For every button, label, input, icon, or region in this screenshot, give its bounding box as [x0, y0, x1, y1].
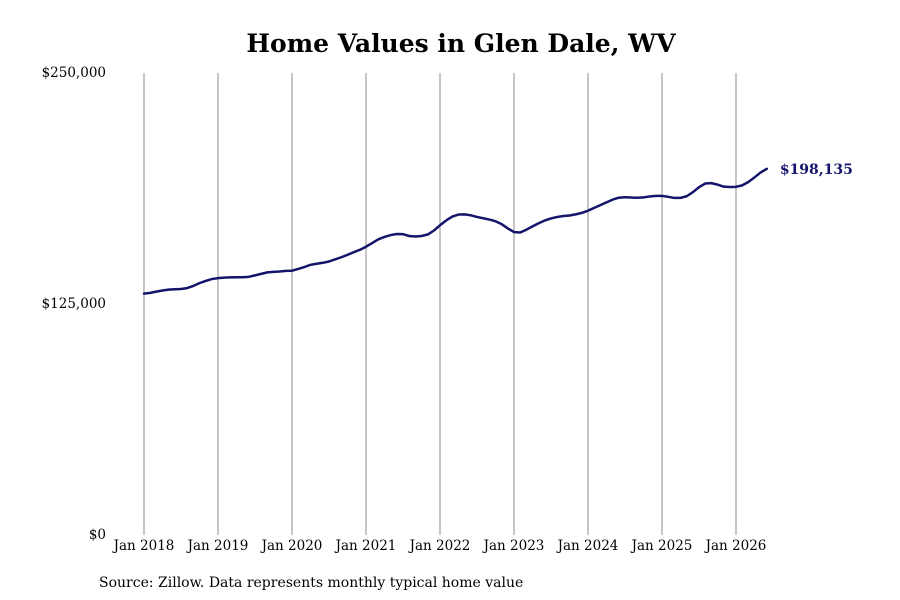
- chart-title: Home Values in Glen Dale, WV: [246, 29, 676, 58]
- x-tick-label: Jan 2020: [260, 538, 323, 554]
- vertical-gridlines: [143, 73, 737, 535]
- home-value-series-line: [142, 167, 769, 295]
- y-axis-tick-labels: $0 $125,000 $250,000: [42, 65, 106, 543]
- latest-value-label: $198,135: [780, 162, 853, 178]
- x-tick-label: Jan 2018: [112, 538, 175, 554]
- y-tick-label: $250,000: [42, 65, 106, 81]
- x-tick-label: Jan 2022: [408, 538, 471, 554]
- source-note: Source: Zillow. Data represents monthly …: [99, 575, 523, 591]
- x-tick-label: Jan 2025: [630, 538, 693, 554]
- y-tick-label: $125,000: [42, 296, 106, 312]
- x-tick-label: Jan 2021: [334, 538, 397, 554]
- x-tick-label: Jan 2019: [186, 538, 249, 554]
- x-axis-tick-labels: Jan 2018 Jan 2019 Jan 2020 Jan 2021 Jan 2022…: [112, 538, 767, 554]
- x-tick-label: Jan 2024: [556, 538, 619, 554]
- x-tick-label: Jan 2023: [482, 538, 545, 554]
- y-tick-label: $0: [89, 527, 106, 543]
- x-tick-label: Jan 2026: [704, 538, 767, 554]
